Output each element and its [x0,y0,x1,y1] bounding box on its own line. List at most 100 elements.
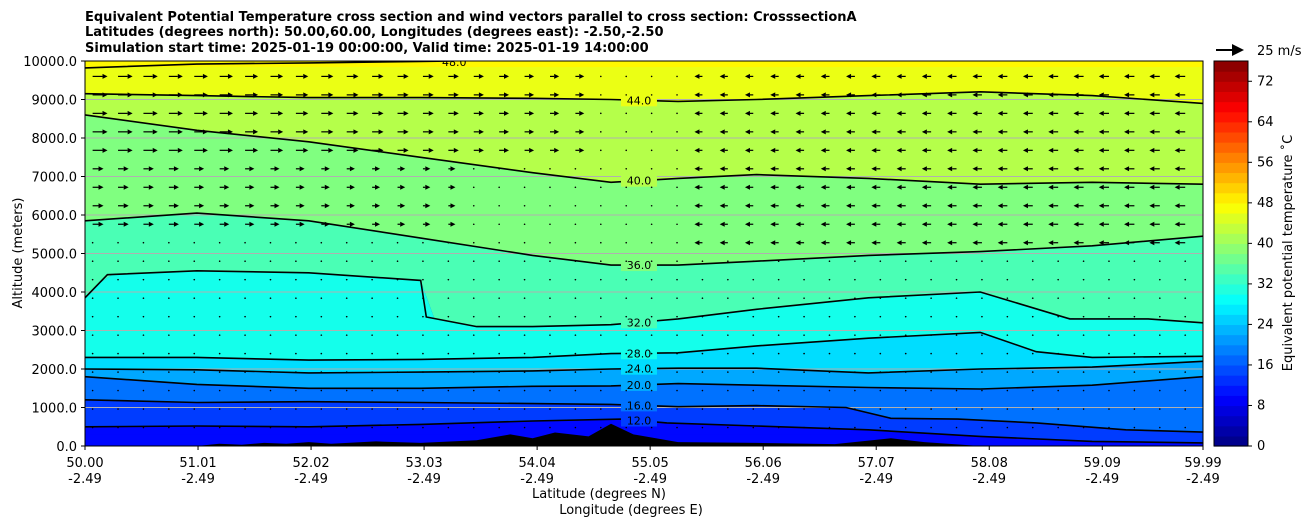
wind-vector-head [795,203,801,209]
wind-vector-head [428,147,434,153]
wind-vector [727,315,729,318]
wind-vector-head [820,184,826,190]
wind-vector [1082,297,1085,299]
wind-vector [549,334,551,336]
wind-vector [930,278,932,281]
wind-vector-head [1124,203,1130,209]
wind-vector-head [997,73,1003,79]
contour-line [85,399,1203,433]
contour-label: 28.0 [627,347,652,360]
colorbar-step [1214,202,1248,214]
wind-vector-head [896,110,902,116]
wind-vector-head [227,129,233,135]
colorbar-tick-label: 72 [1257,74,1274,89]
wind-vector-head [328,129,334,135]
wind-vector-head [795,166,801,172]
wind-vector [752,297,755,299]
colorbar-tick-label: 0 [1257,439,1265,454]
wind-vector [600,241,602,244]
wind-vector [447,278,450,281]
x-tick-label-lat: 58.08 [971,456,1008,471]
wind-vector [371,426,373,429]
wind-vector-head [579,92,585,98]
wind-vector [650,352,653,355]
wind-vector [117,241,119,244]
wind-vector [422,371,424,373]
contour-label-bg [620,92,657,107]
wind-vector-head [744,92,750,98]
wind-vector-head [795,240,801,246]
wind-vector [777,371,780,373]
wind-vector [91,278,94,281]
wind-vector [549,186,551,189]
wind-vector-head [299,184,305,190]
colorbar-step [1214,212,1248,224]
wind-vector [854,389,856,392]
wind-vector-head [529,92,535,98]
wind-vector [345,297,348,299]
wind-vector [117,297,119,299]
wind-vector-head [795,129,801,135]
wind-vector-head [403,147,409,153]
wind-vector [1082,315,1085,318]
contour-label-bg [620,376,657,391]
wind-vector [955,352,958,355]
colorbar-step [1214,71,1248,82]
wind-vector-head [871,221,877,227]
wind-vector [828,260,831,263]
wind-vector [574,223,577,226]
wind-vector-head [921,110,927,116]
wind-vector-head [972,129,978,135]
wind-vector [981,334,983,336]
colorbar-step [1214,263,1248,275]
colorbar-step [1214,354,1248,366]
wind-vector-head [1098,110,1104,116]
wind-vector-head [478,73,484,79]
wind-vector-head [324,203,330,209]
wind-vector [142,352,145,355]
colorbar-step [1214,425,1248,437]
wind-vector [396,389,399,392]
wind-vector [269,389,272,392]
wind-vector-head [428,129,434,135]
wind-vector [752,315,755,318]
wind-vector [777,334,780,336]
wind-vector-head [177,129,183,135]
wind-vector-head [719,184,725,190]
wind-vector-head [1149,73,1155,79]
wind-vector-head [694,110,700,116]
wind-vector [549,315,551,318]
wind-vector-head [744,240,750,246]
wind-vector [676,75,678,78]
wind-vector [1031,371,1034,373]
wind-vector-head [324,184,330,190]
wind-vector [1057,278,1059,281]
wind-vector [320,334,323,336]
wind-vector-head [303,147,309,153]
wind-vector [269,408,272,410]
wind-vector-head [1048,203,1054,209]
wind-vector [142,334,145,336]
wind-vector-head [403,73,409,79]
wind-vector [168,334,170,336]
wind-vector [701,408,704,410]
wind-vector-head [719,92,725,98]
wind-vector-head [1073,147,1079,153]
wind-vector-head [253,73,259,79]
wind-vector [955,426,958,429]
contour-label: 44.0 [627,94,652,107]
colorbar-step [1214,283,1248,295]
wind-vector [193,408,196,410]
wind-vector-head [375,203,381,209]
wind-vector-head [972,147,978,153]
wind-vector [295,426,297,429]
wind-vector [904,389,907,392]
wind-vector [396,334,399,336]
wind-vector [422,260,424,263]
wind-vector [498,260,500,263]
wind-vector [371,241,373,244]
wind-vector [854,352,856,355]
wind-vector [650,260,653,263]
wind-vector [168,315,170,318]
wind-vector [523,241,526,244]
